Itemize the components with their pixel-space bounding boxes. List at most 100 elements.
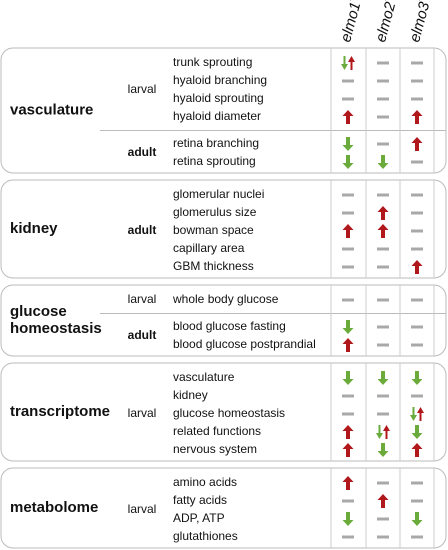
arrow [411, 260, 423, 274]
effect [411, 160, 423, 164]
arrow [377, 155, 389, 169]
effect [377, 481, 389, 485]
effect [342, 137, 354, 151]
no-change [377, 298, 389, 302]
effect [342, 247, 354, 251]
effect [377, 443, 389, 457]
no-change [377, 79, 389, 83]
effect [411, 61, 423, 65]
no-change [342, 265, 354, 269]
arrow [377, 443, 389, 457]
effect [342, 79, 354, 83]
genotype: -/- [345, 0, 357, 2]
stage-label: adult [128, 223, 157, 237]
effect [411, 481, 423, 485]
effect [411, 371, 423, 385]
row-label: trunk sprouting [173, 55, 252, 69]
no-change [411, 394, 423, 398]
effect [411, 97, 423, 101]
effect [342, 97, 354, 101]
row-label: retina branching [173, 136, 259, 150]
section-label: glucose [10, 303, 67, 320]
effect [342, 110, 354, 124]
row-label: kidney [173, 388, 208, 402]
effect [377, 298, 389, 302]
section-box [0, 467, 447, 549]
row-label: GBM thickness [173, 259, 254, 273]
effect [411, 229, 423, 233]
no-change [377, 265, 389, 269]
arrow [342, 338, 354, 352]
row-label: bowman space [173, 223, 254, 237]
arrow [411, 371, 423, 385]
no-change [411, 211, 423, 215]
effect [377, 115, 389, 119]
arrow [348, 56, 355, 70]
no-change [342, 97, 354, 101]
no-change [342, 535, 354, 539]
effect [342, 443, 354, 457]
row-label: hyaloid diameter [173, 109, 261, 123]
effect [377, 193, 389, 197]
row-label: ADP, ATP [173, 511, 225, 525]
no-change [342, 394, 354, 398]
row-label: hyaloid sprouting [173, 91, 264, 105]
arrow [411, 443, 423, 457]
no-change [377, 343, 389, 347]
gene-name: elmo3 [406, 0, 433, 44]
effect [377, 61, 389, 65]
effect [377, 247, 389, 251]
arrow [411, 137, 423, 151]
row-label: vasculature [173, 370, 235, 384]
effect [377, 142, 389, 146]
arrow [342, 137, 354, 151]
no-change [411, 97, 423, 101]
effect [377, 97, 389, 101]
row-label: glutathiones [173, 529, 238, 543]
no-change [411, 325, 423, 329]
section-box [0, 284, 447, 357]
no-change [411, 499, 423, 503]
column-header: elmo2-/- [370, 0, 402, 44]
no-change [377, 481, 389, 485]
row-label: glucose homeostasis [173, 406, 285, 420]
arrow [377, 371, 389, 385]
no-change [342, 247, 354, 251]
effect [341, 56, 355, 70]
no-change [411, 343, 423, 347]
section-label: vasculature [10, 101, 93, 118]
effect [411, 247, 423, 251]
arrow [342, 512, 354, 526]
no-change [411, 298, 423, 302]
row-label: hyaloid branching [173, 73, 267, 87]
effect [411, 499, 423, 503]
arrow [417, 407, 424, 421]
arrow [342, 155, 354, 169]
effect [342, 535, 354, 539]
gene-name: elmo1 [337, 0, 364, 44]
no-change [411, 79, 423, 83]
row-label: fatty acids [173, 493, 227, 507]
row-label: related functions [173, 424, 261, 438]
arrow [342, 224, 354, 238]
gene-name: elmo2 [372, 0, 399, 44]
arrow [411, 425, 423, 439]
stage-label: larval [128, 292, 157, 306]
no-change [411, 160, 423, 164]
effect [342, 425, 354, 439]
arrow [341, 56, 348, 70]
no-change [377, 412, 389, 416]
column-header: elmo1-/- [335, 0, 367, 44]
arrow [342, 476, 354, 490]
effect [377, 517, 389, 521]
effect [342, 412, 354, 416]
effect [411, 137, 423, 151]
section-box [0, 179, 447, 279]
no-change [342, 211, 354, 215]
effect [377, 371, 389, 385]
column-header: elmo3-/- [404, 0, 436, 44]
no-change [377, 193, 389, 197]
genotype: -/- [380, 0, 392, 2]
effect [411, 535, 423, 539]
section-label: homeostasis [10, 320, 102, 337]
